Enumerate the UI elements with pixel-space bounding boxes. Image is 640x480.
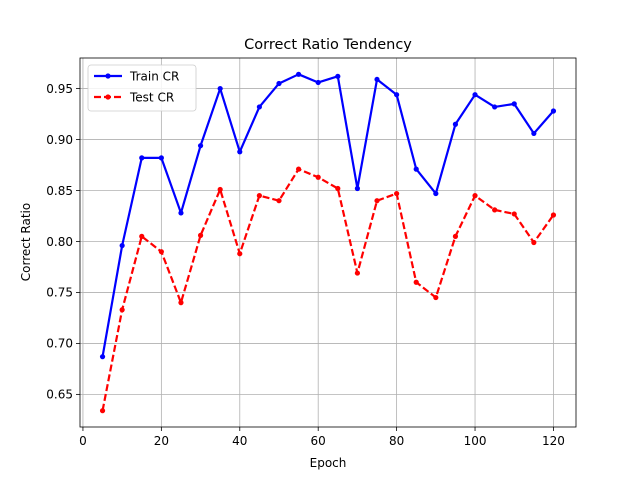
data-point-test-cr — [295, 166, 302, 172]
y-tick-label: 0.85 — [46, 184, 73, 198]
x-tick-label: 40 — [232, 434, 247, 448]
data-point-test-cr — [315, 174, 321, 180]
x-tick-label: 100 — [464, 434, 487, 448]
x-axis-label: Epoch — [310, 456, 347, 470]
data-point-test-cr — [217, 186, 223, 193]
legend: Train CR Test CR — [87, 64, 197, 112]
data-point-test-cr — [335, 185, 341, 192]
legend-marker-test-cr — [105, 94, 111, 100]
data-point-train-cr — [433, 190, 439, 197]
data-point-test-cr — [452, 233, 459, 239]
data-point-test-cr — [256, 193, 262, 199]
data-point-train-cr — [276, 80, 282, 87]
data-point-train-cr — [374, 76, 380, 83]
data-point-test-cr — [511, 211, 517, 217]
data-point-train-cr — [394, 92, 400, 98]
data-point-train-cr — [531, 130, 537, 137]
x-tick-label: 0 — [79, 434, 87, 448]
data-point-train-cr — [158, 155, 164, 161]
data-point-test-cr — [413, 279, 419, 285]
chart-title: Correct Ratio Tendency — [244, 37, 412, 53]
data-point-test-cr — [237, 251, 243, 257]
y-axis-ticks: 0.65 0.70 0.75 0.80 0.85 0.90 0.95 — [46, 82, 80, 402]
y-axis-label: Correct Ratio — [19, 203, 33, 281]
data-point-test-cr — [119, 307, 125, 313]
y-tick-label: 0.75 — [46, 286, 73, 300]
series-layer — [99, 71, 557, 414]
data-point-test-cr — [276, 198, 282, 204]
x-tick-label: 80 — [389, 434, 404, 448]
y-tick-label: 0.70 — [46, 337, 73, 351]
data-point-train-cr — [511, 101, 517, 107]
data-point-train-cr — [119, 242, 125, 249]
data-point-test-cr — [158, 249, 164, 255]
data-point-test-cr — [492, 207, 498, 213]
x-tick-label: 60 — [311, 434, 326, 448]
series-test-cr — [99, 166, 557, 414]
series-line-test-cr — [101, 168, 555, 411]
data-point-test-cr — [374, 198, 380, 204]
y-tick-label: 0.90 — [46, 133, 73, 147]
data-point-train-cr — [472, 92, 478, 98]
data-point-test-cr — [139, 233, 145, 239]
data-point-train-cr — [550, 108, 557, 114]
plot-frame — [79, 57, 577, 428]
data-point-test-cr — [531, 239, 537, 246]
series-line-train-cr — [101, 73, 555, 357]
legend-marker-train-cr — [105, 73, 111, 79]
data-point-train-cr — [178, 210, 184, 216]
data-point-train-cr — [139, 155, 145, 161]
data-point-test-cr — [197, 232, 204, 238]
data-point-train-cr — [256, 104, 262, 110]
y-tick-label: 0.95 — [46, 82, 73, 96]
data-point-test-cr — [99, 408, 106, 414]
data-point-train-cr — [217, 85, 223, 92]
grid — [80, 58, 576, 427]
data-point-test-cr — [433, 294, 439, 301]
legend-label-train-cr: Train CR — [129, 69, 179, 83]
series-train-cr — [99, 71, 557, 360]
legend-label-test-cr: Test CR — [129, 90, 174, 104]
y-tick-label: 0.65 — [46, 388, 73, 402]
data-point-train-cr — [295, 71, 302, 77]
data-point-train-cr — [99, 354, 106, 360]
x-tick-label: 120 — [542, 434, 565, 448]
data-point-train-cr — [197, 143, 204, 149]
data-point-train-cr — [492, 104, 498, 110]
data-point-train-cr — [315, 79, 321, 86]
data-point-test-cr — [550, 212, 557, 218]
data-point-train-cr — [354, 185, 361, 192]
data-point-train-cr — [413, 166, 419, 172]
y-tick-label: 0.80 — [46, 235, 73, 249]
data-point-test-cr — [394, 190, 400, 197]
data-point-train-cr — [335, 73, 341, 79]
data-point-test-cr — [354, 270, 361, 276]
data-point-train-cr — [237, 149, 243, 155]
data-point-test-cr — [472, 193, 478, 199]
data-point-train-cr — [452, 121, 459, 127]
x-axis-ticks: 0 20 40 60 80 100 120 — [79, 427, 565, 448]
data-point-test-cr — [178, 300, 184, 306]
x-tick-label: 20 — [154, 434, 169, 448]
